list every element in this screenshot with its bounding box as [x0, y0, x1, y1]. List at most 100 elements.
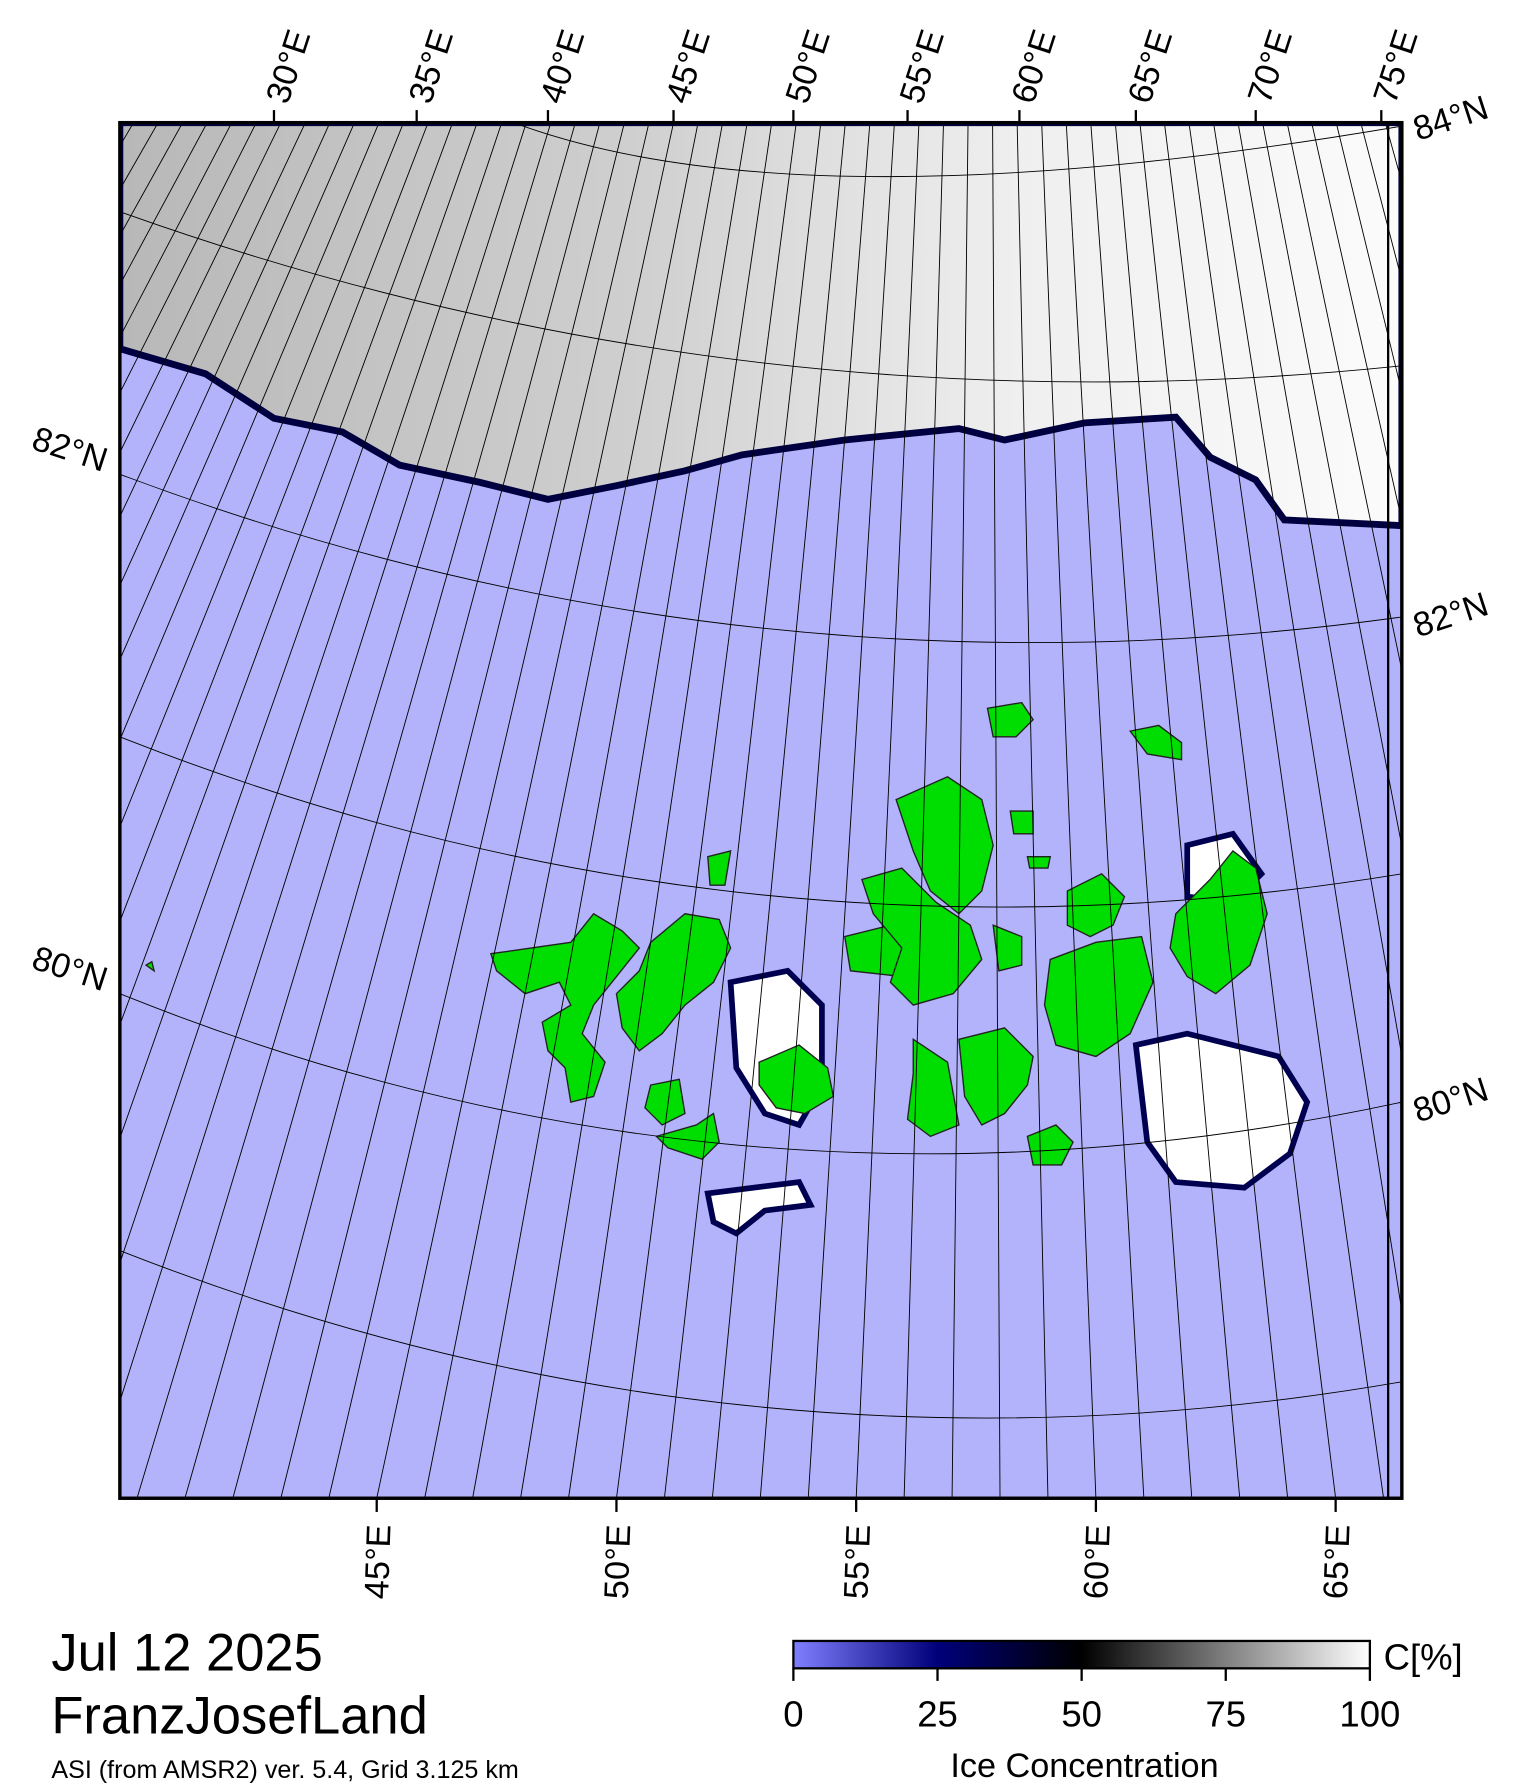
- meridian: [1483, 123, 1516, 1499]
- date: Jul 12 2025: [51, 1624, 322, 1683]
- meridian: [1459, 123, 1516, 1499]
- meridian: [424, 122, 699, 1499]
- meridian: [119, 122, 134, 147]
- meridian: [119, 122, 355, 661]
- meridian: [1139, 122, 1289, 1499]
- map-frame: [118, 120, 1404, 1500]
- meridian: [1410, 123, 1516, 1499]
- colorbar-tick-label: 100: [1339, 1694, 1400, 1735]
- meridian: [1090, 122, 1193, 1499]
- meridian: [1213, 122, 1402, 1314]
- meridian: [903, 122, 944, 1499]
- meridian: [136, 122, 552, 1499]
- meridian: [328, 122, 650, 1499]
- meridian: [615, 122, 797, 1499]
- islands: [144, 701, 1268, 1166]
- meridian: [663, 122, 822, 1499]
- colorbar: [792, 1639, 1372, 1670]
- colorbar-tick-label: 50: [1061, 1694, 1102, 1735]
- region: FranzJosefLand: [51, 1686, 427, 1745]
- left-label: 82°N: [28, 420, 112, 480]
- meridian: [119, 122, 429, 923]
- meridian: [951, 122, 969, 1499]
- map-body: [0, 122, 1516, 1499]
- meridian: [1311, 122, 1402, 523]
- meridian: [855, 122, 920, 1499]
- meridian: [807, 122, 895, 1499]
- top-label: 45°E: [659, 25, 718, 108]
- colorbar-label: Ice Concentration: [950, 1747, 1218, 1785]
- bottom-label: 65°E: [1317, 1524, 1358, 1600]
- meridian: [1384, 122, 1402, 184]
- meridian: [1434, 123, 1516, 1499]
- meridian: [1016, 122, 1049, 1499]
- meridian: [992, 122, 1001, 1499]
- meridian: [119, 122, 380, 741]
- meridian: [119, 122, 503, 1265]
- top-label: 50°E: [779, 25, 838, 108]
- meridian: [0, 123, 11, 1499]
- meridian: [232, 122, 601, 1499]
- top-label: 75°E: [1366, 25, 1425, 108]
- right-label: 80°N: [1409, 1071, 1493, 1131]
- parallel: [513, 122, 1402, 178]
- graticule: [0, 122, 1516, 1499]
- bottom-label: 60°E: [1077, 1524, 1118, 1600]
- right-label: 84°N: [1409, 89, 1493, 149]
- pack-ice: [119, 122, 1402, 530]
- meridian: [0, 123, 84, 1499]
- meridian: [119, 122, 282, 454]
- meridian: [376, 122, 674, 1499]
- meridian: [520, 122, 748, 1499]
- meridian: [119, 122, 478, 1140]
- meridian: [119, 122, 257, 394]
- parallel: [119, 993, 1402, 1155]
- meridian: [1188, 122, 1385, 1499]
- top-label: 60°E: [1005, 25, 1064, 108]
- meridian: [119, 122, 331, 587]
- top-label: 65°E: [1121, 25, 1180, 108]
- meridian: [119, 122, 527, 1403]
- meridian: [280, 122, 625, 1499]
- colorbar-tick-label: 75: [1205, 1694, 1246, 1735]
- meridian: [119, 122, 306, 518]
- parallel: [119, 473, 1402, 644]
- parallel: [119, 736, 1402, 908]
- meridian: [759, 122, 871, 1499]
- colorbar-ticks: 0 25 50 75 100: [783, 1668, 1400, 1735]
- colorbar-unit: C[%]: [1384, 1636, 1463, 1677]
- top-label: 35°E: [402, 25, 461, 108]
- meridian: [0, 123, 109, 1499]
- meridian: [1335, 122, 1402, 395]
- meridian: [119, 122, 454, 1027]
- bottom-label: 55°E: [837, 1524, 878, 1600]
- meridian: [0, 123, 60, 1499]
- bottom-label: 45°E: [358, 1524, 399, 1600]
- meridian: [119, 122, 404, 828]
- top-label: 30°E: [259, 25, 318, 108]
- meridian: [1286, 122, 1402, 673]
- meridian: [1041, 122, 1097, 1499]
- meridian: [1237, 122, 1402, 1059]
- parallel: [119, 211, 1402, 383]
- meridian: [0, 123, 35, 1499]
- bottom-label: 50°E: [598, 1524, 639, 1600]
- top-label: 70°E: [1241, 25, 1300, 108]
- meridian: [1262, 122, 1402, 849]
- source: ASI (from AMSR2) ver. 5.4, Grid 3.125 km: [51, 1756, 518, 1784]
- meridian: [1114, 122, 1241, 1499]
- top-label: 55°E: [893, 25, 952, 108]
- meridian: [1508, 123, 1516, 1499]
- right-label: 82°N: [1409, 585, 1493, 645]
- meridian: [711, 122, 846, 1499]
- left-label: 80°N: [28, 939, 112, 999]
- meridian: [1163, 122, 1337, 1499]
- meridian: [568, 122, 773, 1499]
- colorbar-tick-label: 0: [783, 1694, 803, 1735]
- parallel: [119, 1250, 1402, 1419]
- top-label: 40°E: [533, 25, 592, 108]
- meridian: [184, 122, 576, 1499]
- colorbar-tick-label: 25: [917, 1694, 958, 1735]
- meridian: [1065, 122, 1145, 1499]
